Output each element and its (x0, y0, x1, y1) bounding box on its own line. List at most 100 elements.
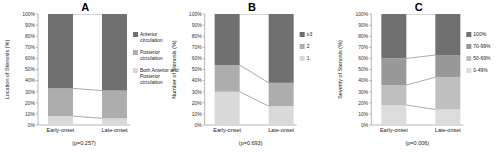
y-tick (36, 125, 38, 126)
legend-line: 100% (473, 31, 486, 37)
y-tick (203, 80, 205, 81)
bar-segment (381, 105, 406, 125)
bar-segment (215, 65, 240, 92)
y-tick (369, 102, 371, 103)
y-tick-label: 40% (358, 77, 369, 83)
y-tick (36, 80, 38, 81)
y-tick (369, 25, 371, 26)
bar-segment (269, 14, 294, 83)
y-tick (36, 14, 38, 15)
panel: CSeverity of Stenosis (%)0%10%20%30%40%5… (337, 1, 491, 146)
y-tick-label: 20% (25, 100, 36, 106)
y-tick (36, 69, 38, 70)
y-tick (369, 36, 371, 37)
legend-label: Anteriorcirculation (140, 31, 163, 43)
legend-line: circulation (140, 79, 163, 85)
legend-swatch (133, 50, 138, 55)
legend-label: 100% (473, 31, 486, 37)
y-tick-label: 90% (192, 22, 203, 28)
legend-line: ≥3 (307, 31, 313, 37)
bar-segment (435, 14, 460, 55)
bar-segment (381, 85, 406, 105)
y-axis-label: Location of Stenosis (%) (4, 40, 10, 100)
y-tick-label: 50% (192, 66, 203, 72)
bar-segment (48, 88, 73, 116)
legend-line: 0-49% (473, 67, 488, 73)
legend-label: 50-69% (473, 55, 491, 61)
y-tick (369, 80, 371, 81)
y-tick-label: 70% (192, 44, 203, 50)
y-tick-label: 80% (192, 33, 203, 39)
bar-segment (48, 14, 73, 88)
bar-segment (215, 92, 240, 125)
y-tick-label: 60% (358, 55, 369, 61)
legend-swatch (300, 32, 305, 37)
x-tick-label: Early-onset (380, 127, 408, 133)
y-tick-label: 0% (194, 122, 202, 128)
y-tick (203, 102, 205, 103)
y-tick (369, 91, 371, 92)
y-tick-label: 20% (358, 100, 369, 106)
bar-segment (435, 109, 460, 125)
legend-label: 70-99% (473, 43, 491, 49)
y-tick (203, 25, 205, 26)
bar-segment (215, 14, 240, 65)
legend-label: 1 (307, 55, 310, 61)
y-tick-label: 50% (358, 66, 369, 72)
y-tick-label: 30% (192, 89, 203, 95)
y-tick (203, 47, 205, 48)
bars (381, 14, 460, 125)
y-tick-label: 80% (25, 33, 36, 39)
connector (73, 116, 102, 118)
y-tick (36, 25, 38, 26)
bars (215, 14, 294, 125)
legend-line: circulation (140, 37, 163, 43)
bar-segment (435, 55, 460, 77)
y-tick-label: 30% (25, 89, 36, 95)
bars (48, 14, 127, 125)
panel-title: A (81, 1, 89, 13)
panel: BNumber of Stenosis (%)0%10%20%30%40%50%… (171, 1, 313, 146)
y-tick-label: 40% (192, 77, 203, 83)
legend-line: 2 (307, 43, 310, 49)
bar-segment (269, 83, 294, 106)
legend-swatch (133, 68, 138, 73)
y-tick (36, 113, 38, 114)
panel-title: B (248, 1, 256, 13)
y-tick-label: 10% (25, 111, 36, 117)
y-tick-label: 40% (25, 77, 36, 83)
y-tick (36, 102, 38, 103)
y-tick (369, 69, 371, 70)
bar-segment (381, 14, 406, 58)
bar-segment (435, 77, 460, 109)
legend-swatch (466, 68, 471, 73)
y-tick-label: 10% (192, 111, 203, 117)
x-tick-label: Late-onset (102, 127, 128, 133)
y-tick (369, 47, 371, 48)
annotation: (p=0.006) (405, 140, 429, 146)
legend-line: 70-99% (473, 43, 491, 49)
legend-swatch (133, 32, 138, 37)
bar-segment (48, 116, 73, 125)
y-tick (203, 91, 205, 92)
y-tick (203, 58, 205, 59)
y-tick-label: 70% (358, 44, 369, 50)
legend-swatch (466, 44, 471, 49)
connector (240, 65, 269, 83)
legend-label: 0-49% (473, 67, 488, 73)
y-tick (203, 125, 205, 126)
y-tick-label: 60% (192, 55, 203, 61)
legend-label: 2 (307, 43, 310, 49)
legend-swatch (300, 56, 305, 61)
bar-segment (102, 118, 127, 125)
connector (73, 88, 102, 90)
y-tick-label: 100% (22, 11, 35, 17)
connector (73, 14, 102, 15)
y-axis-label: Severity of Stenosis (%) (337, 40, 343, 99)
connector (406, 14, 435, 15)
y-tick (369, 113, 371, 114)
panel: ALocation of Stenosis (%)0%10%20%30%40%5… (4, 1, 179, 146)
y-tick (36, 91, 38, 92)
bar-segment (269, 106, 294, 125)
y-tick (36, 47, 38, 48)
